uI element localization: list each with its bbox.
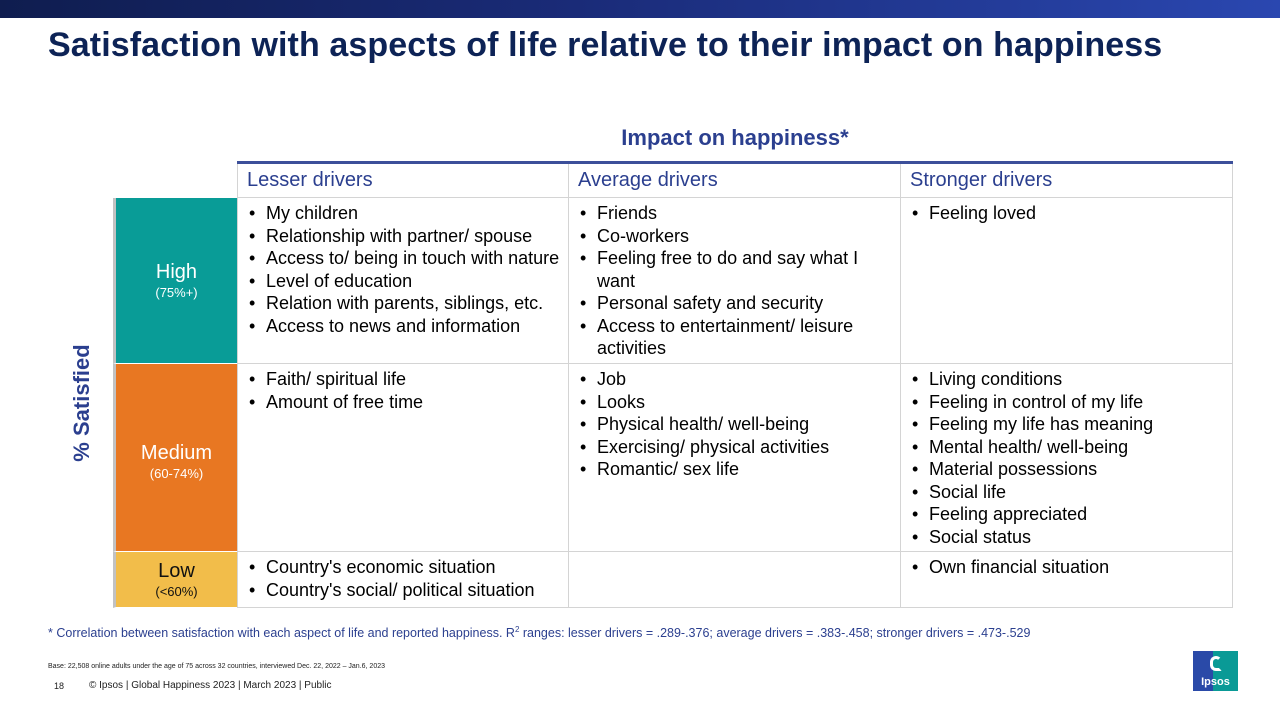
impact-divider bbox=[237, 161, 1233, 164]
cell-medium-stronger: Living conditionsFeeling in control of m… bbox=[901, 364, 1233, 552]
footnote: * Correlation between satisfaction with … bbox=[48, 624, 1031, 640]
driver-item: Physical health/ well-being bbox=[578, 413, 894, 436]
driver-list: JobLooksPhysical health/ well-beingExerc… bbox=[578, 368, 894, 481]
driver-item: Country's social/ political situation bbox=[247, 579, 562, 602]
driver-item: Social status bbox=[910, 526, 1226, 549]
slide-title: Satisfaction with aspects of life relati… bbox=[48, 26, 1163, 64]
driver-item: Co-workers bbox=[578, 225, 894, 248]
driver-item: Feeling free to do and say what I want bbox=[578, 247, 894, 292]
driver-item: Exercising/ physical activities bbox=[578, 436, 894, 459]
driver-item: Romantic/ sex life bbox=[578, 458, 894, 481]
driver-item: Personal safety and security bbox=[578, 292, 894, 315]
row-level-label: Medium bbox=[140, 441, 213, 464]
driver-item: My children bbox=[247, 202, 562, 225]
row-level-label: Low bbox=[158, 559, 195, 582]
row-header-high: High (75%+) bbox=[113, 198, 237, 364]
driver-item: Access to entertainment/ leisure activit… bbox=[578, 315, 894, 360]
driver-item: Level of education bbox=[247, 270, 562, 293]
driver-item: Feeling loved bbox=[910, 202, 1226, 225]
driver-item: Country's economic situation bbox=[247, 556, 562, 579]
driver-list: Faith/ spiritual lifeAmount of free time bbox=[247, 368, 562, 413]
driver-item: Access to/ being in touch with nature bbox=[247, 247, 562, 270]
cell-high-stronger: Feeling loved bbox=[901, 198, 1233, 364]
driver-item: Friends bbox=[578, 202, 894, 225]
column-header-average: Average drivers bbox=[569, 164, 901, 198]
driver-list: My childrenRelationship with partner/ sp… bbox=[247, 202, 562, 337]
column-header-lesser: Lesser drivers bbox=[237, 164, 569, 198]
cell-medium-average: JobLooksPhysical health/ well-beingExerc… bbox=[569, 364, 901, 552]
driver-item: Material possessions bbox=[910, 458, 1226, 481]
row-range-label: (60-74%) bbox=[149, 465, 204, 481]
driver-item: Job bbox=[578, 368, 894, 391]
cell-high-lesser: My childrenRelationship with partner/ sp… bbox=[237, 198, 569, 364]
drivers-matrix: Lesser drivers Average drivers Stronger … bbox=[113, 164, 1233, 608]
page-number: 18 bbox=[54, 681, 65, 691]
driver-item: Amount of free time bbox=[247, 391, 562, 414]
row-header-low: Low (<60%) bbox=[113, 552, 237, 608]
logo-mark-icon bbox=[1210, 656, 1222, 671]
footnote-suffix: ranges: lesser drivers = .289-.376; aver… bbox=[519, 626, 1031, 640]
driver-item: Mental health/ well-being bbox=[910, 436, 1226, 459]
copyright-text: © Ipsos | Global Happiness 2023 | March … bbox=[89, 680, 332, 691]
base-note: Base: 22,508 online adults under the age… bbox=[48, 663, 386, 670]
driver-list: Feeling loved bbox=[910, 202, 1226, 225]
column-header-stronger: Stronger drivers bbox=[901, 164, 1233, 198]
row-range-label: (<60%) bbox=[155, 583, 198, 599]
row-range-label: (75%+) bbox=[155, 284, 198, 300]
ipsos-logo: Ipsos bbox=[1193, 651, 1238, 691]
driver-item: Social life bbox=[910, 481, 1226, 504]
driver-item: Feeling appreciated bbox=[910, 503, 1226, 526]
footnote-prefix: * Correlation between satisfaction with … bbox=[48, 626, 515, 640]
logo-text: Ipsos bbox=[1201, 676, 1230, 688]
cell-low-lesser: Country's economic situationCountry's so… bbox=[237, 552, 569, 608]
y-axis-label: % Satisfied bbox=[69, 344, 94, 462]
driver-item: Access to news and information bbox=[247, 315, 562, 338]
driver-list: Own financial situation bbox=[910, 556, 1226, 579]
matrix-corner bbox=[113, 164, 237, 198]
driver-item: Feeling in control of my life bbox=[910, 391, 1226, 414]
logo-blue-panel bbox=[1193, 651, 1213, 691]
driver-item: Own financial situation bbox=[910, 556, 1226, 579]
driver-list: FriendsCo-workersFeeling free to do and … bbox=[578, 202, 894, 360]
driver-item: Feeling my life has meaning bbox=[910, 413, 1226, 436]
driver-list: Living conditionsFeeling in control of m… bbox=[910, 368, 1226, 548]
row-header-medium: Medium (60-74%) bbox=[113, 364, 237, 552]
row-level-label: High bbox=[155, 260, 198, 283]
cell-low-average bbox=[569, 552, 901, 608]
footnote-superscript: 2 bbox=[514, 624, 520, 634]
impact-heading: Impact on happiness* bbox=[621, 125, 849, 150]
driver-item: Looks bbox=[578, 391, 894, 414]
driver-list: Country's economic situationCountry's so… bbox=[247, 556, 562, 601]
driver-item: Relation with parents, siblings, etc. bbox=[247, 292, 562, 315]
driver-item: Faith/ spiritual life bbox=[247, 368, 562, 391]
driver-item: Relationship with partner/ spouse bbox=[247, 225, 562, 248]
top-banner bbox=[0, 0, 1280, 18]
driver-item: Living conditions bbox=[910, 368, 1226, 391]
cell-high-average: FriendsCo-workersFeeling free to do and … bbox=[569, 198, 901, 364]
cell-medium-lesser: Faith/ spiritual lifeAmount of free time bbox=[237, 364, 569, 552]
cell-low-stronger: Own financial situation bbox=[901, 552, 1233, 608]
